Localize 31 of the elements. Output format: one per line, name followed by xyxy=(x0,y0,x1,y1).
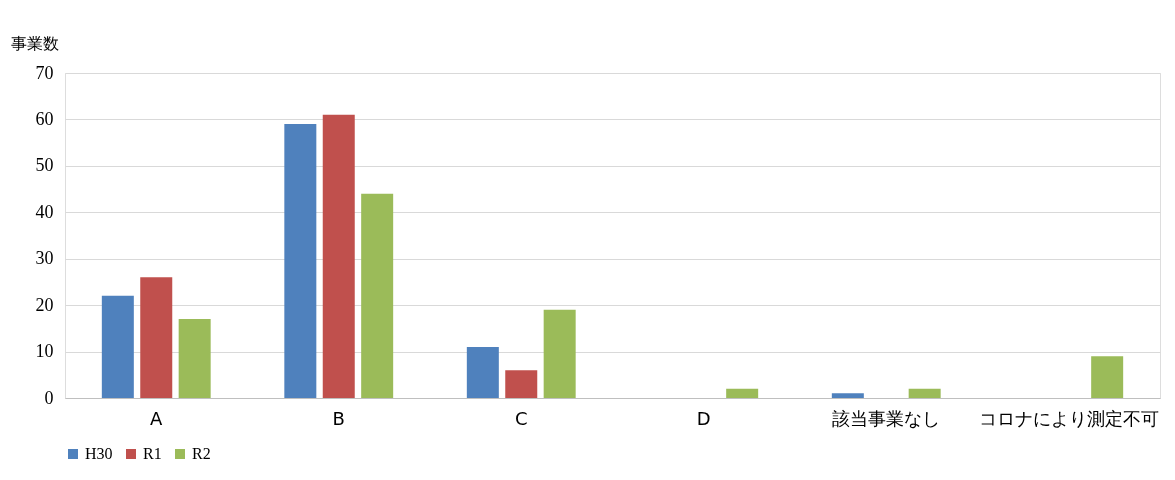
legend-label: R2 xyxy=(192,445,211,462)
x-tick-label: C xyxy=(514,407,528,429)
y-tick-label: 20 xyxy=(35,294,54,315)
x-tick-label: コロナにより測定不可 xyxy=(978,407,1159,429)
bar xyxy=(140,277,173,398)
y-tick-label: 30 xyxy=(35,248,54,269)
y-axis-title: 事業数 xyxy=(10,33,59,53)
legend-label: H30 xyxy=(85,445,113,462)
bar xyxy=(726,388,759,398)
x-tick-label: A xyxy=(150,407,164,429)
bar xyxy=(178,319,211,398)
y-tick-label: 50 xyxy=(35,155,54,176)
bar xyxy=(1091,356,1124,398)
x-tick-label: D xyxy=(696,407,711,429)
bar xyxy=(322,114,355,398)
bar xyxy=(361,193,394,398)
legend-label: R1 xyxy=(143,445,162,462)
y-tick-label: 40 xyxy=(35,201,54,222)
bar xyxy=(466,346,499,398)
bar xyxy=(543,309,576,398)
y-tick-label: 60 xyxy=(35,108,54,129)
y-tick-label: 70 xyxy=(35,62,54,83)
x-tick-label: 該当事業なし xyxy=(832,407,941,429)
bar xyxy=(101,295,134,398)
y-tick-label: 10 xyxy=(35,341,54,362)
bar xyxy=(505,370,538,398)
x-tick-label: B xyxy=(332,407,345,429)
bar xyxy=(831,393,864,398)
bar xyxy=(284,124,317,398)
y-tick-label: 0 xyxy=(44,387,54,408)
bar xyxy=(908,388,941,398)
